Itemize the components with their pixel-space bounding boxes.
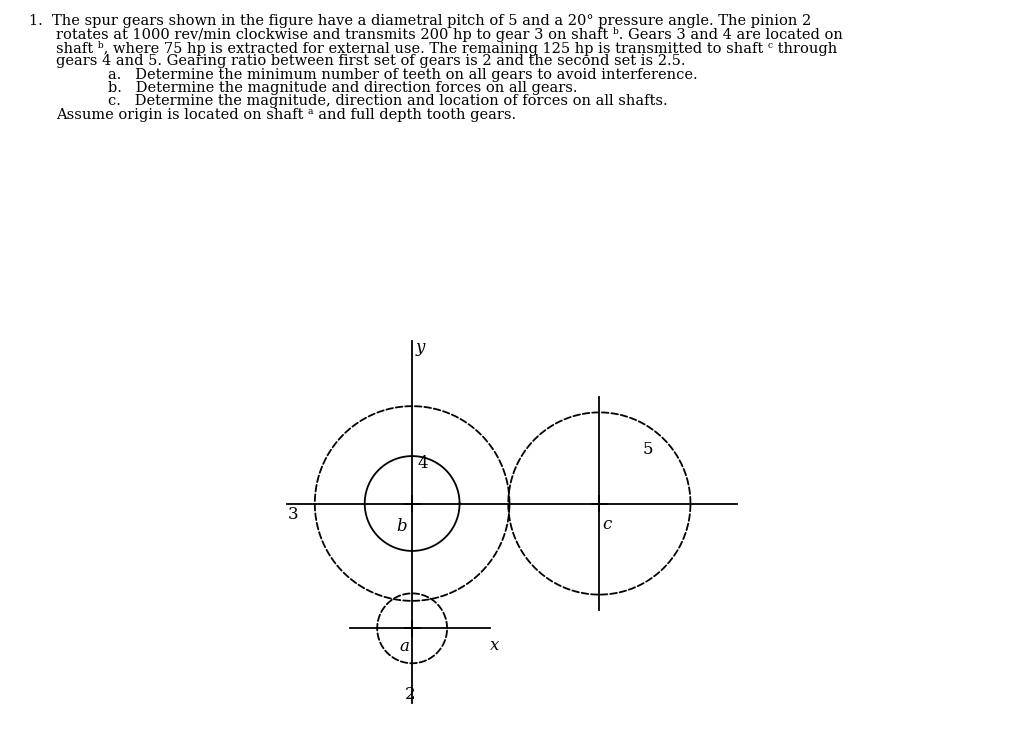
- Text: x: x: [489, 637, 499, 654]
- Text: 1.  The spur gears shown in the figure have a diametral pitch of 5 and a 20° pre: 1. The spur gears shown in the figure ha…: [29, 14, 811, 28]
- Text: rotates at 1000 rev/min clockwise and transmits 200 hp to gear 3 on shaft ᵇ. Gea: rotates at 1000 rev/min clockwise and tr…: [56, 27, 843, 43]
- Text: y: y: [416, 339, 425, 356]
- Text: c.   Determine the magnitude, direction and location of forces on all shafts.: c. Determine the magnitude, direction an…: [108, 95, 668, 108]
- Text: c: c: [602, 516, 611, 533]
- Text: a.   Determine the minimum number of teeth on all gears to avoid interference.: a. Determine the minimum number of teeth…: [108, 67, 697, 81]
- Text: shaft ᵇ, where 75 hp is extracted for external use. The remaining 125 hp is tran: shaft ᵇ, where 75 hp is extracted for ex…: [56, 41, 838, 56]
- Text: b.   Determine the magnitude and direction forces on all gears.: b. Determine the magnitude and direction…: [108, 81, 577, 95]
- Text: gears 4 and 5. Gearing ratio between first set of gears is 2 and the second set : gears 4 and 5. Gearing ratio between fir…: [56, 54, 686, 68]
- Text: 4: 4: [417, 454, 428, 472]
- Text: 5: 5: [643, 441, 653, 458]
- Text: 2: 2: [404, 686, 416, 703]
- Text: Assume origin is located on shaft ᵃ and full depth tooth gears.: Assume origin is located on shaft ᵃ and …: [56, 108, 516, 122]
- Text: a: a: [399, 638, 410, 655]
- Text: b: b: [396, 518, 407, 536]
- Text: 3: 3: [288, 506, 298, 523]
